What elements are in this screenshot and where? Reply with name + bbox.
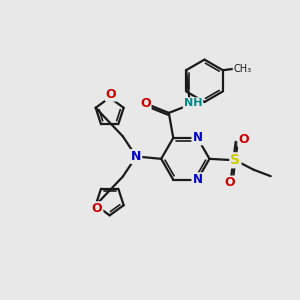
Text: NH: NH [184,98,202,108]
Text: O: O [106,88,116,100]
Text: N: N [192,173,203,186]
Text: O: O [140,97,151,110]
Text: N: N [131,150,141,163]
Text: O: O [92,202,102,215]
Text: O: O [224,176,235,190]
Text: CH₃: CH₃ [233,64,252,74]
Text: N: N [192,131,203,144]
Text: S: S [230,153,240,167]
Text: O: O [238,133,249,146]
